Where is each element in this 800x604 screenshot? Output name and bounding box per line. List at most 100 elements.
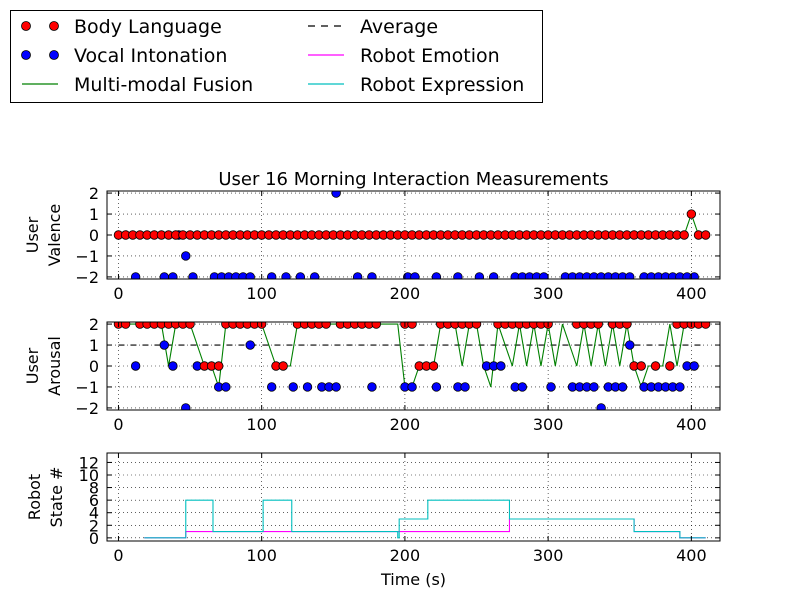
legend-marker bbox=[21, 50, 31, 60]
body-language-point bbox=[650, 361, 661, 371]
vocal-intonation-point bbox=[267, 382, 277, 392]
plot-area bbox=[113, 191, 711, 279]
body-language-point bbox=[278, 361, 288, 371]
y-axis-label: Arousal bbox=[45, 336, 64, 396]
plot-area bbox=[113, 322, 711, 410]
body-language-point bbox=[700, 322, 711, 329]
legend-label: Robot Emotion bbox=[360, 45, 500, 67]
multi-modal-fusion-line bbox=[118, 323, 706, 389]
y-tick-label: 1 bbox=[89, 336, 99, 355]
body-language-point bbox=[622, 322, 632, 329]
vocal-intonation-point bbox=[367, 382, 377, 392]
legend-label: Vocal Intonation bbox=[74, 45, 227, 67]
y-axis-label: Robot bbox=[25, 474, 44, 520]
vocal-intonation-point bbox=[221, 382, 231, 392]
y-tick-label: −2 bbox=[75, 268, 99, 287]
vocal-intonation-point bbox=[407, 382, 417, 392]
legend-entry: Robot Emotion bbox=[308, 45, 500, 67]
y-axis-label: Valence bbox=[45, 204, 64, 267]
body-language-point bbox=[185, 322, 195, 329]
vocal-intonation-point bbox=[675, 382, 685, 392]
vocal-intonation-point bbox=[168, 361, 178, 371]
vocal-intonation-point bbox=[517, 382, 528, 392]
vocal-intonation-point bbox=[159, 272, 169, 279]
y-axis-label: User bbox=[23, 216, 42, 253]
x-tick-label: 300 bbox=[533, 415, 564, 434]
vocal-intonation-point bbox=[367, 272, 377, 279]
x-tick-label: 400 bbox=[676, 546, 707, 565]
vocal-intonation-point bbox=[267, 272, 277, 279]
body-language-point bbox=[665, 361, 675, 371]
y-axis-label: State # bbox=[47, 467, 66, 528]
vocal-intonation-point bbox=[188, 272, 198, 279]
vocal-intonation-point bbox=[625, 340, 635, 350]
vocal-intonation-point bbox=[295, 272, 306, 279]
x-tick-label: 0 bbox=[113, 546, 123, 565]
x-tick-label: 200 bbox=[390, 546, 421, 565]
vocal-intonation-point bbox=[689, 272, 699, 279]
chart-panel: 0 100 200 300 400 −2 −1 0 1 2 User Arousal bbox=[23, 315, 721, 434]
vocal-intonation-point bbox=[496, 361, 506, 371]
x-tick-label: 0 bbox=[113, 284, 123, 303]
x-tick-label: 300 bbox=[533, 284, 564, 303]
plot-area bbox=[144, 499, 706, 539]
y-tick-label: 12 bbox=[79, 453, 99, 472]
body-language-point bbox=[679, 230, 689, 240]
legend: Body Language Vocal Intonation Multi-modal… bbox=[10, 10, 543, 103]
vocal-intonation-point bbox=[453, 272, 463, 279]
vocal-intonation-point bbox=[460, 382, 470, 392]
vocal-intonation-point bbox=[168, 272, 178, 279]
x-tick-label: 100 bbox=[246, 415, 277, 434]
legend-label: Body Language bbox=[74, 16, 222, 38]
x-axis-label: Time (s) bbox=[380, 570, 446, 589]
vocal-intonation-point bbox=[474, 272, 485, 279]
vocal-intonation-point bbox=[546, 382, 556, 392]
legend-entry: Multi-modal Fusion bbox=[22, 74, 253, 96]
robot-expression-line bbox=[144, 499, 706, 539]
y-tick-label: 10 bbox=[79, 466, 99, 485]
body-language-point bbox=[686, 209, 697, 219]
body-language-point bbox=[120, 322, 131, 329]
vocal-intonation-point bbox=[331, 191, 341, 198]
x-tick-label: 200 bbox=[390, 284, 421, 303]
y-tick-label: 2 bbox=[89, 184, 99, 203]
vocal-intonation-point bbox=[159, 340, 169, 350]
vocal-intonation-point bbox=[617, 382, 628, 392]
vocal-intonation-point bbox=[288, 382, 298, 392]
robot-emotion-line bbox=[144, 518, 706, 539]
legend-marker bbox=[49, 21, 59, 31]
legend-frame bbox=[10, 10, 543, 103]
y-tick-label: 0 bbox=[89, 226, 99, 245]
vocal-intonation-point bbox=[489, 272, 499, 279]
vocal-intonation-point bbox=[410, 272, 420, 279]
y-tick-label: 2 bbox=[89, 516, 99, 535]
chart-title: User 16 Morning Interaction Measurements bbox=[218, 169, 608, 190]
vocal-intonation-point bbox=[589, 382, 599, 392]
vocal-intonation-point bbox=[245, 272, 255, 279]
vocal-intonation-point bbox=[431, 382, 442, 392]
x-tick-label: 200 bbox=[390, 415, 421, 434]
vocal-intonation-point bbox=[431, 272, 442, 279]
body-language-point bbox=[700, 230, 711, 240]
y-tick-label: 0 bbox=[89, 357, 99, 376]
x-tick-label: 400 bbox=[676, 415, 707, 434]
y-tick-label: −1 bbox=[75, 247, 99, 266]
x-tick-label: 0 bbox=[113, 415, 123, 434]
axes-frame bbox=[106, 452, 721, 542]
vocal-intonation-point bbox=[281, 272, 291, 279]
x-tick-label: 100 bbox=[246, 284, 277, 303]
vocal-intonation-point bbox=[130, 272, 141, 279]
y-tick-label: 6 bbox=[89, 491, 99, 510]
vocal-intonation-point bbox=[130, 361, 141, 371]
body-language-point bbox=[371, 322, 381, 329]
y-tick-label: 1 bbox=[89, 205, 99, 224]
y-tick-label: −1 bbox=[75, 378, 99, 397]
legend-marker bbox=[49, 50, 59, 60]
y-tick-label: −2 bbox=[75, 399, 99, 418]
y-axis-label: User bbox=[23, 347, 42, 384]
legend-label: Multi-modal Fusion bbox=[74, 74, 253, 96]
body-language-point bbox=[428, 361, 439, 371]
vocal-intonation-point bbox=[181, 251, 191, 261]
